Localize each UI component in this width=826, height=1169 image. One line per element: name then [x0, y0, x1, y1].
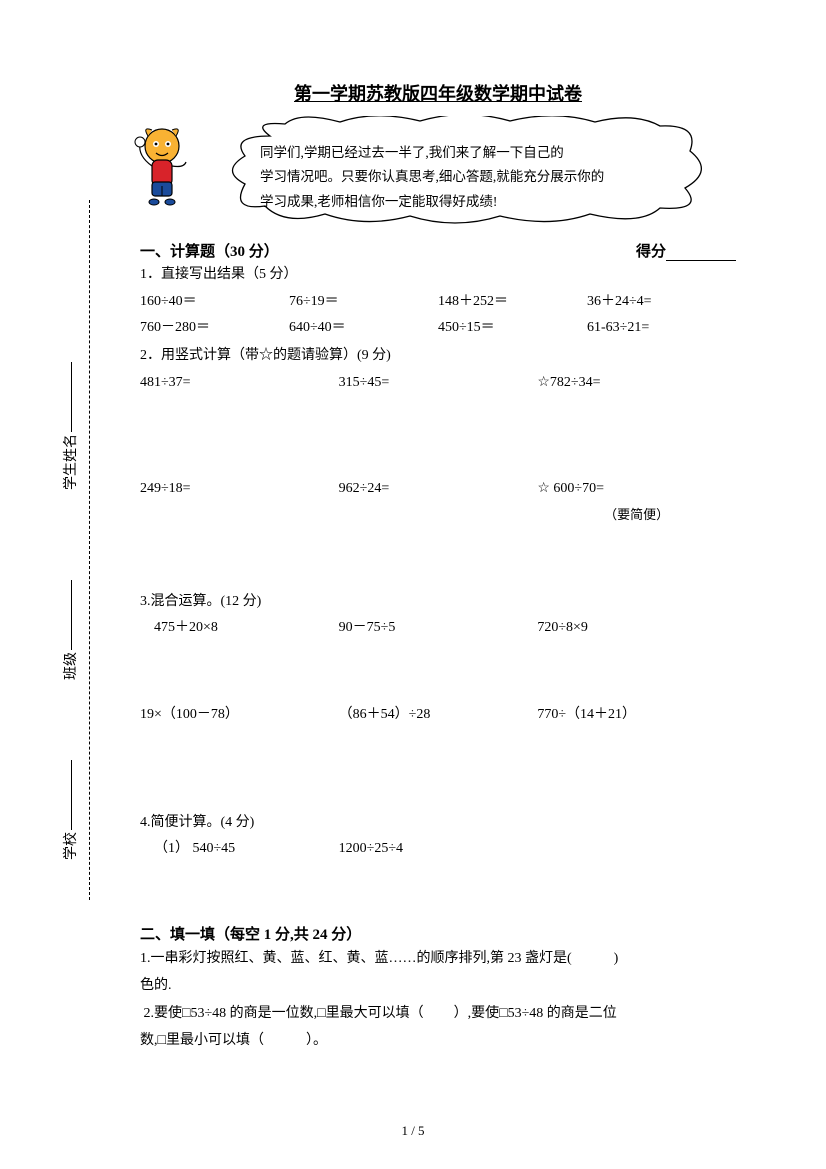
- margin-label-name: 学生姓名: [60, 360, 80, 490]
- s2-q2-l1a: 2.要使□53÷48 的商是一位数,□里最大可以填（: [144, 1006, 424, 1021]
- q3-r1-b: 90－75÷5: [339, 615, 538, 642]
- section-1-title: 一、计算题（30 分）: [140, 244, 279, 260]
- s2-q1-pre: 1.一串彩灯按照红、黄、蓝、红、黄、蓝……的顺序排列,第 23 盏灯是(: [140, 951, 572, 966]
- s2-q2-l2a: 数,□里最小可以填（: [140, 1033, 264, 1048]
- q1-r2-a: 760－280＝: [140, 315, 289, 342]
- q2-r2-c-expr: ☆ 600÷70=: [537, 476, 736, 503]
- q2-r1-c: ☆782÷34=: [537, 370, 736, 397]
- q3-r2-a: 19×（100－78）: [140, 702, 339, 729]
- margin-label-school: 学校: [60, 758, 80, 860]
- q1-row2: 760－280＝ 640÷40＝ 450÷15＝ 61-63÷21=: [140, 315, 736, 342]
- q1-r1-a: 160÷40＝: [140, 289, 289, 316]
- q3-row1: 475＋20×8 90－75÷5 720÷8×9: [140, 615, 736, 642]
- s2-q1: 1.一串彩灯按照红、黄、蓝、红、黄、蓝……的顺序排列,第 23 盏灯是() 色的…: [140, 946, 736, 999]
- s2-q1-tail: 色的.: [140, 978, 172, 993]
- q1-r1-d: 36＋24÷4=: [587, 289, 736, 316]
- q1-r2-d: 61-63÷21=: [587, 315, 736, 342]
- q2-row2: 249÷18= 962÷24= ☆ 600÷70= （要简便）: [140, 476, 736, 527]
- q1-r1-b: 76÷19＝: [289, 289, 438, 316]
- q2-r2-b: 962÷24=: [339, 476, 538, 527]
- section-2: 二、填一填（每空 1 分,共 24 分） 1.一串彩灯按照红、黄、蓝、红、黄、蓝…: [140, 923, 736, 1054]
- q2-r1-a: 481÷37=: [140, 370, 339, 397]
- speech-line-3: 学习成果,老师相信你一定能取得好成绩!: [260, 190, 680, 214]
- speech-line-2: 学习情况吧。只要你认真思考,细心答题,就能充分展示你的: [260, 165, 680, 189]
- q2-r2-c-note: （要简便）: [537, 503, 736, 528]
- q2-title: 2．用竖式计算（带☆的题请验算）(9 分): [140, 344, 736, 368]
- q3-r2-b: （86＋54）÷28: [339, 702, 538, 729]
- margin-label-class: 班级: [60, 578, 80, 680]
- s2-q2-l2b: ）。: [306, 1033, 327, 1048]
- q3-r2-c: 770÷（14＋21）: [537, 702, 736, 729]
- q3-row2: 19×（100－78） （86＋54）÷28 770÷（14＋21）: [140, 702, 736, 729]
- q2-row1: 481÷37= 315÷45= ☆782÷34=: [140, 370, 736, 397]
- q3-r1-c: 720÷8×9: [537, 615, 736, 642]
- s2-q2: 2.要使□53÷48 的商是一位数,□里最大可以填（ ）,要使□53÷48 的商是…: [140, 1001, 736, 1054]
- q1-r1-c: 148＋252＝: [438, 289, 587, 316]
- section-2-head: 二、填一填（每空 1 分,共 24 分）: [140, 923, 736, 944]
- q4-title: 4.简便计算。(4 分): [140, 811, 736, 835]
- q3-r1-a: 475＋20×8: [140, 615, 339, 642]
- mascot-icon: [130, 126, 200, 216]
- q4-r1-b: 1200÷25÷4: [339, 836, 538, 863]
- q2-r2-a: 249÷18=: [140, 476, 339, 527]
- section-1: 一、计算题（30 分） 得分 1．直接写出结果（5 分） 160÷40＝ 76÷…: [140, 240, 736, 923]
- speech-line-1: 同学们,学期已经过去一半了,我们来了解一下自己的: [260, 141, 680, 165]
- q1-r2-b: 640÷40＝: [289, 315, 438, 342]
- q4-row1: （1） 540÷45 1200÷25÷4: [140, 836, 736, 863]
- q4-r1-a: （1） 540÷45: [140, 836, 339, 863]
- q2-r2-c: ☆ 600÷70= （要简便）: [537, 476, 736, 527]
- q2-r1-b: 315÷45=: [339, 370, 538, 397]
- hero-banner: 同学们,学期已经过去一半了,我们来了解一下自己的 学习情况吧。只要你认真思考,细…: [140, 116, 736, 236]
- s2-q2-l1b: ）,要使□53÷48 的商是二位: [454, 1006, 617, 1021]
- page-title: 第一学期苏教版四年级数学期中试卷: [140, 80, 736, 106]
- q1-r2-c: 450÷15＝: [438, 315, 587, 342]
- q1-row1: 160÷40＝ 76÷19＝ 148＋252＝ 36＋24÷4=: [140, 289, 736, 316]
- section-1-head: 一、计算题（30 分） 得分: [140, 240, 736, 261]
- binding-margin: 学校 班级 学生姓名: [60, 200, 90, 900]
- page-number: 1 / 5: [0, 1123, 826, 1139]
- s2-q1-post: ): [614, 951, 619, 966]
- score-field: 得分: [636, 240, 736, 261]
- q1-title: 1．直接写出结果（5 分）: [140, 263, 736, 287]
- speech-text: 同学们,学期已经过去一半了,我们来了解一下自己的 学习情况吧。只要你认真思考,细…: [260, 141, 680, 214]
- q3-title: 3.混合运算。(12 分): [140, 590, 736, 614]
